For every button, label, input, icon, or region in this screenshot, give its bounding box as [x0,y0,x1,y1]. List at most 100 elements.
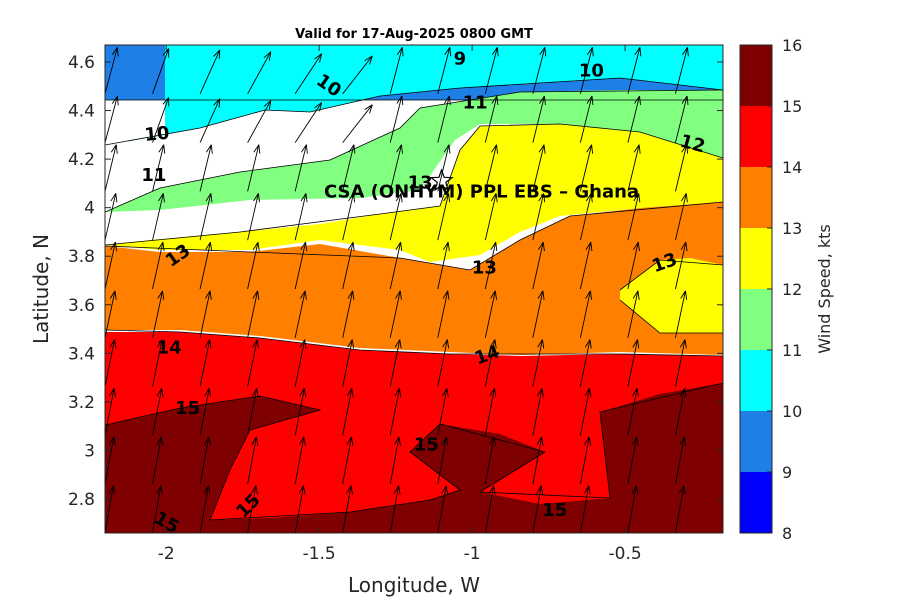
wind-arrow [484,436,496,485]
wind-arrow [247,100,272,143]
wind-arrow [199,436,211,485]
wind-arrow [105,485,116,533]
wind-arrow [579,436,592,485]
wind-arrow [484,339,497,387]
wind-arrow [532,45,534,46]
colorbar-tick-label: 8 [782,524,792,543]
wind-arrow [152,48,170,94]
x-tick-label: -0.5 [609,544,642,564]
wind-arrow [532,95,546,143]
wind-arrow [105,47,119,94]
wind-arrow [627,339,640,387]
contour-lines [105,77,723,521]
wind-arrow [152,339,164,387]
y-tick-label: 4 [84,199,95,219]
star-marker [429,168,454,192]
wind-arrow [247,436,259,485]
wind-arrow [389,436,401,485]
chart-title: Valid for 17-Aug-2025 0800 GMT [295,27,533,42]
wind-arrow [342,436,354,485]
y-tick-label: 3.2 [68,393,95,413]
wind-arrow [579,241,593,290]
wind-arrow [247,290,260,338]
wind-arrow [199,193,213,241]
colorbar-tick-label: 14 [782,158,802,177]
wind-arrow [532,144,546,192]
wind-arrow [437,47,452,94]
wind-arrow [105,144,118,192]
colorbar-segment [740,228,772,289]
contour-band [105,332,723,533]
wind-arrow [105,388,117,436]
contour-line [105,123,723,246]
wind-arrow [152,193,165,241]
colorbar-segment [740,411,772,472]
wind-arrow [294,53,323,95]
x-tick-label: -2 [158,544,175,564]
y-tick-label: 3.8 [68,247,95,267]
wind-arrow [627,193,641,241]
wind-arrow [105,95,119,143]
wind-arrow [389,388,402,436]
wind-arrow [247,144,261,192]
wind-arrow [105,339,117,387]
wind-arrow [627,45,629,46]
wind-arrow [437,95,451,143]
contour-band [105,124,723,262]
wind-arrow [152,45,154,46]
wind-arrow [342,144,356,192]
wind-arrow [484,193,498,241]
contour-band [105,90,723,212]
wind-arrow [580,45,581,46]
wind-arrow [152,144,166,192]
wind-arrow [247,339,259,387]
colorbar-tick-label: 10 [782,402,802,421]
colorbar-tick-label: 9 [782,463,792,482]
axes-frame [104,44,724,534]
colorbar-segment [740,45,772,106]
wind-arrow [675,388,687,436]
x-axis-label: Longitude, W [348,573,480,597]
wind-arrow [152,485,163,533]
wind-arrow [152,97,170,143]
wind-arrow [152,436,164,485]
wind-arrow [579,193,593,241]
wind-arrow [627,290,640,338]
colorbar-segment [740,472,772,533]
wind-arrow [627,485,639,533]
wind-arrow [247,485,258,533]
wind-arrow [579,144,594,192]
colorbar-tick-label: 12 [782,280,802,299]
wind-arrow [389,47,404,94]
wind-arrow [532,193,546,241]
wind-arrow [675,290,688,338]
wind-arrow [247,388,259,436]
wind-arrow [247,51,272,95]
wind-arrow [105,436,116,485]
wind-arrow [105,193,118,241]
colorbar-segment [740,289,772,350]
wind-arrow [484,290,497,338]
wind-arrow [627,47,642,94]
wind-arrow [389,485,401,533]
wind-arrow [199,144,213,192]
wind-arrow [199,241,213,290]
colorbar-tick-label: 16 [782,36,802,55]
contour-fills [105,45,723,533]
wind-arrow [722,189,723,192]
wind-arrow [579,47,594,94]
contour-line [105,201,723,271]
contour-line [105,89,723,213]
colorbar-tick-label: 13 [782,219,802,238]
wind-arrow [579,339,592,387]
wind-arrow [152,388,164,436]
wind-arrow [437,485,449,533]
wind-arrow [389,95,404,143]
wind-arrow [484,95,499,143]
wind-arrow [294,102,323,143]
wind-arrow [722,433,723,436]
y-tick-label: 4.6 [68,53,95,73]
wind-arrow [484,144,498,192]
colorbar-segment [740,167,772,228]
